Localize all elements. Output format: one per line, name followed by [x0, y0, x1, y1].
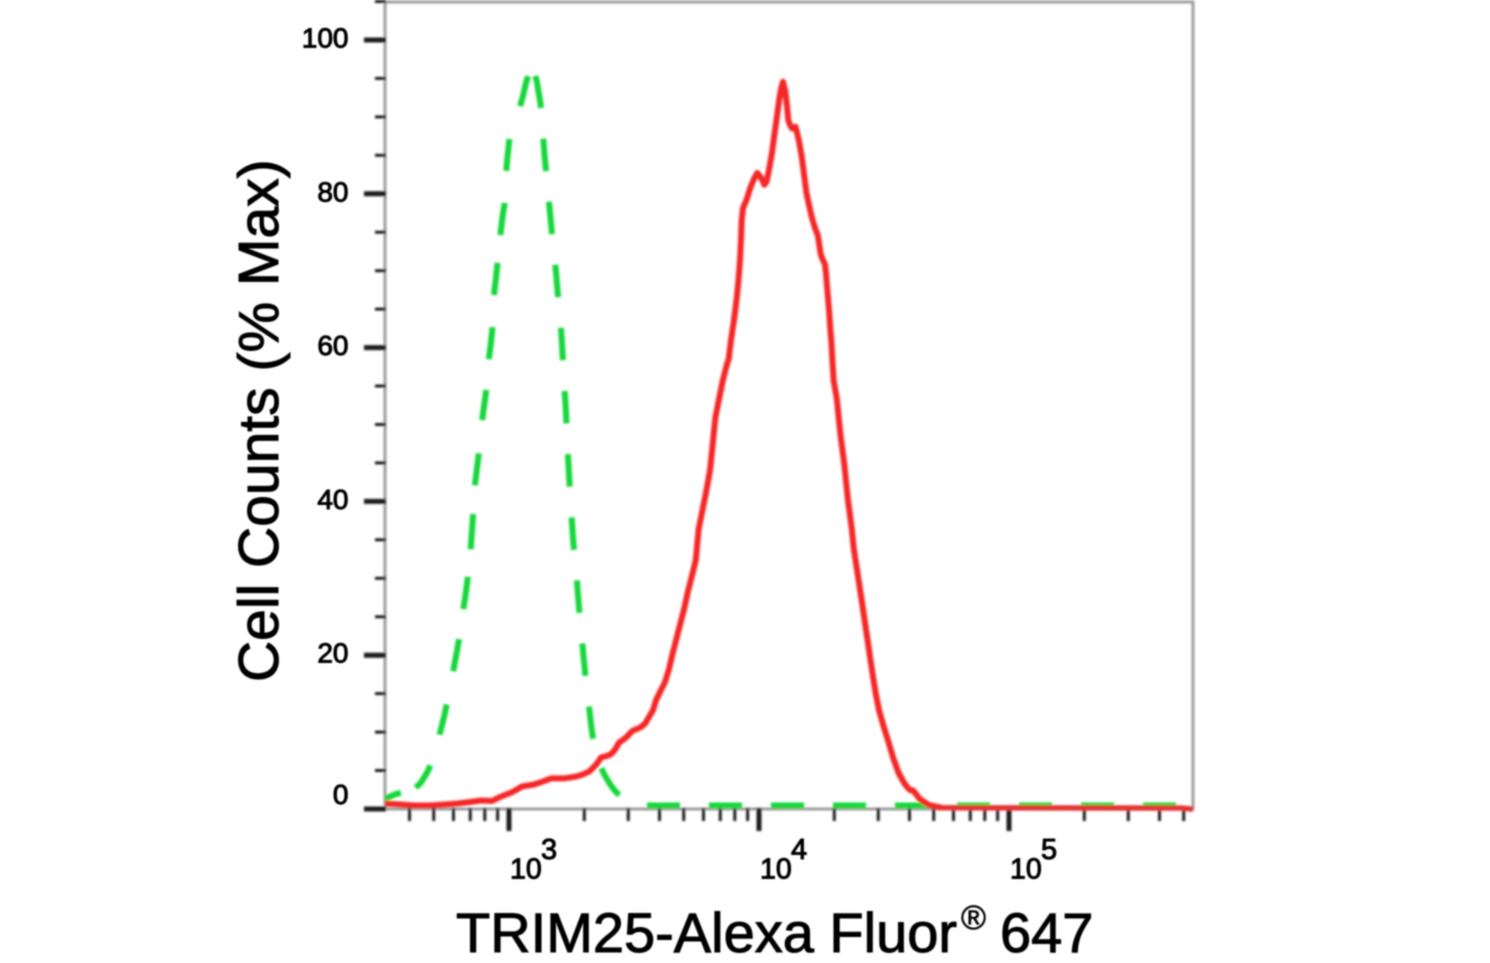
svg-text:80: 80	[317, 176, 348, 207]
svg-text:Cell Counts (% Max): Cell Counts (% Max)	[227, 159, 291, 682]
svg-text:3: 3	[541, 834, 557, 866]
svg-text:60: 60	[317, 330, 348, 361]
svg-text:4: 4	[791, 834, 807, 866]
svg-text:TRIM25-Alexa Fluor: TRIM25-Alexa Fluor	[456, 901, 957, 963]
svg-text:100: 100	[302, 23, 349, 54]
svg-text:10: 10	[510, 854, 542, 886]
svg-text:10: 10	[760, 854, 792, 886]
svg-text:20: 20	[317, 638, 348, 669]
svg-text:0: 0	[333, 779, 349, 810]
svg-text:40: 40	[317, 484, 348, 515]
svg-text:647: 647	[1000, 901, 1093, 963]
svg-text:5: 5	[1041, 834, 1057, 866]
svg-text:®: ®	[961, 899, 986, 937]
svg-text:10: 10	[1010, 854, 1042, 886]
